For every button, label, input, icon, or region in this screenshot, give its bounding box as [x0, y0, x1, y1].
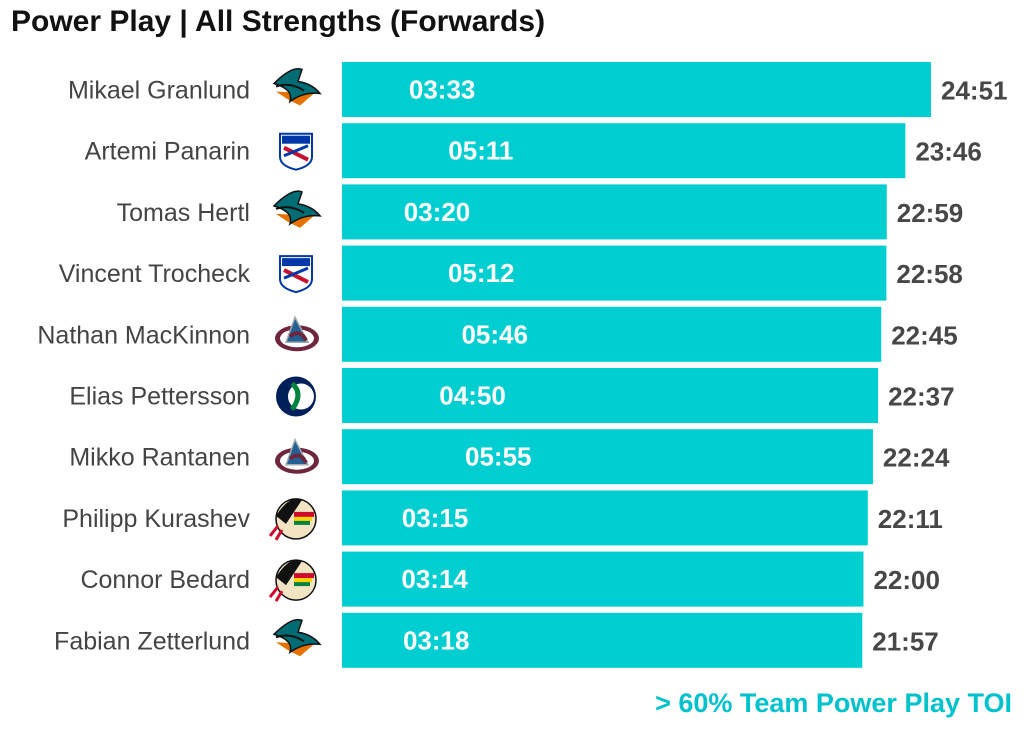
sharks-jaw	[275, 634, 305, 643]
bar-pp-label: 05:55	[465, 442, 532, 472]
sharks-jaw	[275, 206, 305, 214]
player-label: Tomas Hertl	[117, 199, 250, 227]
sharks-body	[272, 68, 322, 104]
bar-pp-label: 05:11	[448, 136, 513, 166]
rangers-logo-icon	[279, 255, 313, 294]
bar	[342, 551, 864, 607]
bar-total-label: 22:59	[897, 198, 964, 228]
rangers-logo-icon	[279, 132, 313, 171]
player-label: Elias Pettersson	[69, 383, 250, 411]
bar-pp-label: 03:14	[401, 564, 468, 594]
bar	[342, 429, 873, 485]
blackhawks-paint-red	[294, 573, 314, 579]
blackhawks-feathers	[268, 524, 284, 541]
sharks-body	[272, 618, 322, 655]
bar	[342, 306, 882, 362]
bar-pp-label: 04:50	[439, 381, 506, 411]
footnote: > 60% Team Power Play TOI	[655, 688, 1012, 718]
player-label: Fabian Zetterlund	[54, 627, 250, 655]
bar-pp-label: 05:46	[461, 319, 528, 349]
rangers-stripe	[283, 145, 309, 162]
avalanche-logo-icon	[275, 315, 319, 352]
bar-pp-label: 03:33	[409, 75, 476, 105]
rangers-stripe-2	[283, 144, 309, 158]
bar-total-label: 22:58	[896, 259, 963, 289]
blackhawks-paint-green	[294, 520, 310, 525]
sharks-logo-icon	[272, 68, 322, 106]
bar-total-label: 22:11	[878, 504, 943, 534]
sharks-logo-icon	[272, 618, 322, 657]
bar	[342, 245, 887, 301]
blackhawks-logo-icon	[268, 498, 317, 541]
sharks-body	[272, 190, 322, 226]
bar	[342, 123, 906, 179]
blackhawks-paint-yellow	[294, 516, 312, 521]
sharks-jaw	[275, 83, 305, 92]
bar-total-label: 22:24	[883, 443, 950, 473]
player-label: Artemi Panarin	[85, 138, 250, 166]
bar-total-label: 24:51	[941, 76, 1008, 106]
bar	[342, 490, 868, 546]
blackhawks-feathers	[268, 586, 284, 602]
bar	[342, 184, 887, 240]
blackhawks-paint-green	[294, 582, 310, 587]
bar-total-label: 23:46	[915, 137, 982, 167]
bar-total-label: 22:45	[891, 320, 958, 350]
blackhawks-paint-red	[294, 511, 314, 517]
blackhawks-hair	[276, 498, 302, 524]
bar	[342, 368, 879, 423]
player-label: Connor Bedard	[80, 566, 250, 594]
player-label: Mikko Rantanen	[69, 444, 250, 472]
bar-total-label: 22:00	[873, 565, 940, 595]
rangers-band	[282, 135, 310, 144]
blackhawks-logo-icon	[268, 559, 317, 602]
canucks-logo-icon	[276, 376, 316, 417]
rangers-stripe-2	[283, 266, 309, 280]
bar-pp-label: 05:12	[448, 258, 515, 288]
bar-total-label: 21:57	[872, 626, 939, 656]
avalanche-logo-icon	[275, 437, 319, 474]
bar-pp-label: 03:20	[404, 197, 471, 227]
rangers-stripe	[283, 268, 309, 284]
sharks-logo-icon	[272, 190, 322, 228]
blackhawks-paint-yellow	[294, 578, 312, 583]
avalanche-a	[288, 453, 308, 464]
avalanche-a	[288, 331, 308, 342]
bar-pp-label: 03:18	[403, 625, 470, 655]
player-label: Nathan MacKinnon	[37, 321, 250, 349]
bar	[342, 62, 931, 117]
player-label: Vincent Trocheck	[59, 260, 251, 288]
canucks-c	[289, 381, 301, 411]
rangers-band	[282, 258, 310, 267]
player-label: Philipp Kurashev	[62, 505, 250, 533]
blackhawks-hair	[276, 559, 302, 586]
bar	[342, 612, 863, 668]
chart-title: Power Play | All Strengths (Forwards)	[11, 5, 546, 38]
player-label: Mikael Granlund	[68, 77, 250, 105]
bar-pp-label: 03:15	[402, 503, 469, 533]
bar-total-label: 22:37	[888, 382, 955, 412]
